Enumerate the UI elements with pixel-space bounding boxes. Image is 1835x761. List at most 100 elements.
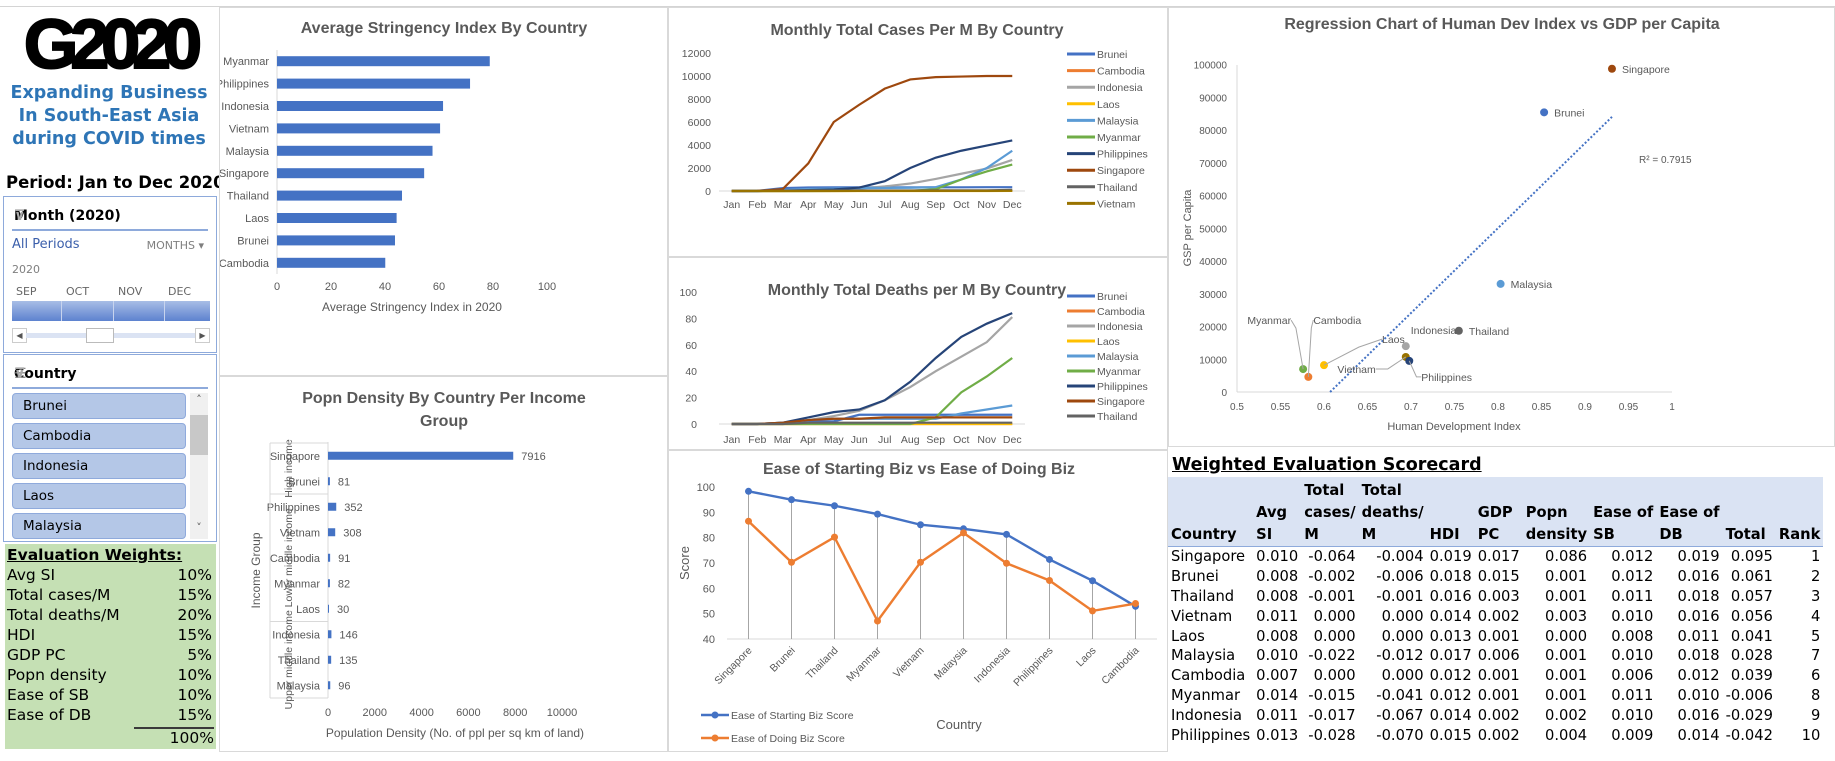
score-cell: 0.009 [1611, 726, 1654, 744]
score-cell: 0.003 [1545, 607, 1588, 625]
timeline-year: 2020 [12, 263, 40, 276]
month-timeline-slicer[interactable]: Month (2020) ⊽ All Periods MONTHS ▾ 2020… [3, 196, 217, 353]
rank-cell: 4 [1811, 607, 1821, 625]
score-cell: 0.056 [1730, 607, 1773, 625]
x-tick-label: 60 [433, 281, 445, 293]
regression-chart-panel[interactable]: Regression Chart of Human Dev Index vs G… [1168, 7, 1835, 447]
x-tick-label: Malaysia [932, 645, 970, 683]
score-cell: 0.001 [1545, 667, 1588, 685]
cases-chart-panel[interactable]: Monthly Total Cases Per M By Country 0 200… [668, 7, 1168, 257]
score-cell: 0.018 [1677, 587, 1720, 605]
score-cell: 0.016 [1429, 587, 1472, 605]
header-line: M [1361, 526, 1377, 543]
score-cell: 0.001 [1477, 686, 1520, 704]
chevron-left-icon[interactable]: ◀ [12, 328, 27, 343]
data-point [745, 517, 752, 525]
score-cell: 0.001 [1477, 627, 1520, 645]
legend-label: Thailand [1097, 411, 1137, 423]
label-leader-line [1408, 360, 1422, 378]
chevron-down-icon[interactable]: ˅ [196, 521, 202, 534]
category-label: Malaysia [277, 680, 321, 692]
data-point [1089, 577, 1096, 585]
slicer-scrollbar[interactable]: ˄ ˅ [190, 393, 208, 539]
weight-value: 15% [177, 626, 212, 644]
y-tick-label: 80 [703, 533, 715, 545]
data-point [874, 510, 881, 518]
score-cell: 0.003 [1477, 587, 1520, 605]
header-line: SI [1256, 526, 1273, 543]
slicer-item-malaysia[interactable]: Malaysia [12, 513, 186, 539]
header-line: PC [1477, 526, 1500, 543]
data-point [1046, 555, 1053, 563]
y-tick-label: 20000 [1199, 323, 1227, 334]
y-tick-label: 30000 [1199, 290, 1227, 301]
category-label: Laos [245, 213, 269, 225]
slicer-item-laos[interactable]: Laos [12, 483, 186, 509]
scorecard-column-header: HDI [1426, 477, 1475, 547]
y-tick-label: 50000 [1199, 224, 1227, 235]
header-line [1171, 502, 1250, 524]
x-tick-label: 0 [274, 281, 280, 293]
stringency-chart-panel[interactable]: Average Stringency Index By Country Myanm… [216, 7, 668, 376]
x-tick-label: Aug [901, 199, 920, 211]
bar [328, 451, 514, 460]
category-label: Indonesia [272, 629, 321, 641]
x-tick-label: 6000 [456, 707, 480, 719]
weight-row: Popn density 10% [7, 666, 214, 684]
chart-title: Ease of Starting Biz vs Ease of Doing Bi… [763, 461, 1075, 478]
multi-select-icon[interactable]: ☰ [14, 366, 27, 382]
score-cell: 0.016 [1677, 706, 1720, 724]
clear-filter-icon[interactable]: ⊽ [14, 208, 26, 224]
ease-biz-chart-panel[interactable]: Ease of Starting Biz vs Ease of Doing Bi… [668, 450, 1168, 752]
scatter-point-brunei [1540, 108, 1549, 117]
weights-title: Evaluation Weights: [7, 546, 183, 564]
legend-label: Singapore [1097, 165, 1145, 177]
score-cell: 0.010 [1677, 686, 1720, 704]
x-tick-label: Jun [851, 434, 868, 446]
scorecard-row: Malaysia 0.010 -0.022 -0.012 0.017 0.006 0.001… [1168, 646, 1823, 666]
x-tick-label: Sep [926, 199, 945, 211]
x-tick-label: Jun [851, 199, 868, 211]
score-cell: 0.018 [1429, 568, 1472, 586]
y-tick-label: 10000 [1199, 355, 1227, 366]
bar [328, 655, 332, 664]
score-cell: 0.016 [1677, 568, 1720, 586]
time-level-dropdown[interactable]: MONTHS ▾ [147, 239, 204, 252]
clear-filter-icon[interactable]: ⊽ [14, 366, 26, 382]
popn-density-chart-panel[interactable]: Popn Density By Country Per Income Group… [219, 264, 668, 752]
timeline-selection-bar[interactable] [12, 301, 210, 321]
legend-label: Laos [1097, 336, 1120, 348]
slicer-item-brunei[interactable]: Brunei [12, 393, 186, 419]
chevron-up-icon[interactable]: ˄ [196, 393, 202, 406]
scrollbar-thumb[interactable] [86, 328, 114, 343]
data-label: 146 [339, 629, 357, 641]
score-cell: 0.001 [1545, 587, 1588, 605]
point-label: Malaysia [1511, 279, 1553, 291]
y-tick-label: 60 [685, 340, 697, 352]
deaths-chart-panel[interactable]: Monthly Total Deaths per M By Country 0 20… [668, 257, 1168, 450]
tagline-line-2: In South-East Asia [18, 106, 200, 126]
score-cell: 0.013 [1429, 627, 1472, 645]
rank-cell: 10 [1801, 726, 1821, 744]
x-tick-label: 0.9 [1578, 402, 1592, 413]
scrollbar-thumb[interactable] [190, 415, 208, 455]
timeline-scrollbar[interactable]: ◀ ▶ [12, 328, 210, 343]
scorecard-column-header: Total deaths/M [1358, 477, 1427, 547]
legend-label: Ease of Starting Biz Score [731, 710, 854, 722]
slicer-item-cambodia[interactable]: Cambodia [12, 423, 186, 449]
weight-label: Avg SI [7, 566, 56, 584]
weight-value: 10% [177, 566, 212, 584]
score-cell: 0.015 [1477, 568, 1520, 586]
scorecard-column-header: Popn density [1522, 477, 1591, 547]
x-tick-label: Dec [1003, 434, 1022, 446]
header-line: deaths/ [1361, 504, 1424, 521]
weight-row: Ease of DB 15% [7, 706, 214, 724]
score-cell: 0.011 [1611, 686, 1654, 704]
weight-value: 15% [177, 706, 212, 724]
score-cell: 0.011 [1677, 627, 1720, 645]
y-tick-label: 0 [691, 419, 697, 431]
chevron-right-icon[interactable]: ▶ [195, 328, 210, 343]
slicer-item-indonesia[interactable]: Indonesia [12, 453, 186, 479]
country-slicer[interactable]: Country ☰ ⊽ Brunei Cambodia Indonesia La… [3, 354, 217, 542]
y-tick-label: 100000 [1194, 61, 1228, 72]
